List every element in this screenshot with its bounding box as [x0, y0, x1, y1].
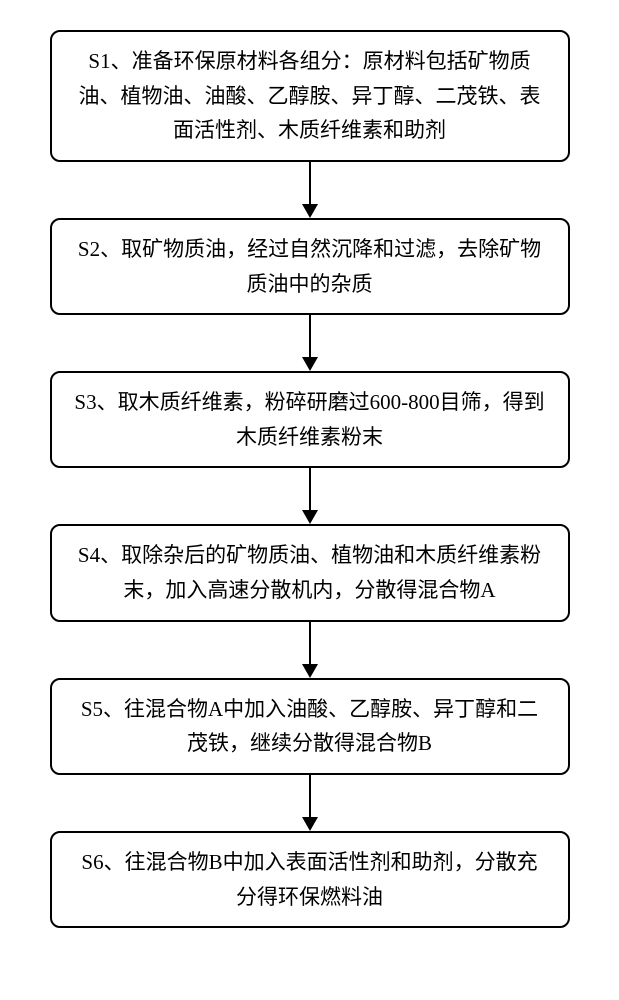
flow-step-3: S3、取木质纤维素，粉碎研磨过600-800目筛，得到木质纤维素粉末: [50, 371, 570, 468]
flow-arrow: [0, 622, 619, 678]
flow-step-6: S6、往混合物B中加入表面活性剂和助剂，分散充分得环保燃料油: [50, 831, 570, 928]
flow-step-text: S6、往混合物B中加入表面活性剂和助剂，分散充分得环保燃料油: [72, 845, 548, 914]
arrow-down-icon: [300, 775, 320, 831]
arrow-down-icon: [300, 315, 320, 371]
arrow-down-icon: [300, 162, 320, 218]
flow-step-text: S5、往混合物A中加入油酸、乙醇胺、异丁醇和二茂铁，继续分散得混合物B: [72, 692, 548, 761]
flow-step-4: S4、取除杂后的矿物质油、植物油和木质纤维素粉末，加入高速分散机内，分散得混合物…: [50, 524, 570, 621]
flow-arrow: [0, 775, 619, 831]
flow-step-1: S1、准备环保原材料各组分：原材料包括矿物质油、植物油、油酸、乙醇胺、异丁醇、二…: [50, 30, 570, 162]
flow-step-text: S3、取木质纤维素，粉碎研磨过600-800目筛，得到木质纤维素粉末: [72, 385, 548, 454]
flow-arrow: [0, 468, 619, 524]
flow-arrow: [0, 315, 619, 371]
arrow-down-icon: [300, 622, 320, 678]
flow-step-text: S1、准备环保原材料各组分：原材料包括矿物质油、植物油、油酸、乙醇胺、异丁醇、二…: [72, 44, 548, 148]
arrow-down-icon: [300, 468, 320, 524]
flow-step-2: S2、取矿物质油，经过自然沉降和过滤，去除矿物质油中的杂质: [50, 218, 570, 315]
flow-step-text: S2、取矿物质油，经过自然沉降和过滤，去除矿物质油中的杂质: [72, 232, 548, 301]
flow-step-text: S4、取除杂后的矿物质油、植物油和木质纤维素粉末，加入高速分散机内，分散得混合物…: [72, 538, 548, 607]
flow-step-5: S5、往混合物A中加入油酸、乙醇胺、异丁醇和二茂铁，继续分散得混合物B: [50, 678, 570, 775]
flow-arrow: [0, 162, 619, 218]
flowchart-container: S1、准备环保原材料各组分：原材料包括矿物质油、植物油、油酸、乙醇胺、异丁醇、二…: [0, 0, 619, 1000]
